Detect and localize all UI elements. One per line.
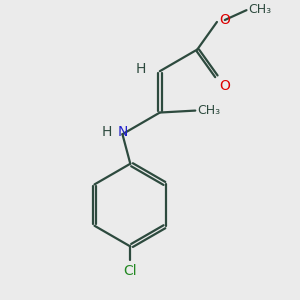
Text: O: O [219,79,230,93]
Text: N: N [117,125,128,139]
Text: CH₃: CH₃ [197,104,220,117]
Text: O: O [219,13,230,27]
Text: H: H [136,62,146,76]
Text: H: H [101,125,112,139]
Text: CH₃: CH₃ [248,3,272,16]
Text: Cl: Cl [124,264,137,278]
